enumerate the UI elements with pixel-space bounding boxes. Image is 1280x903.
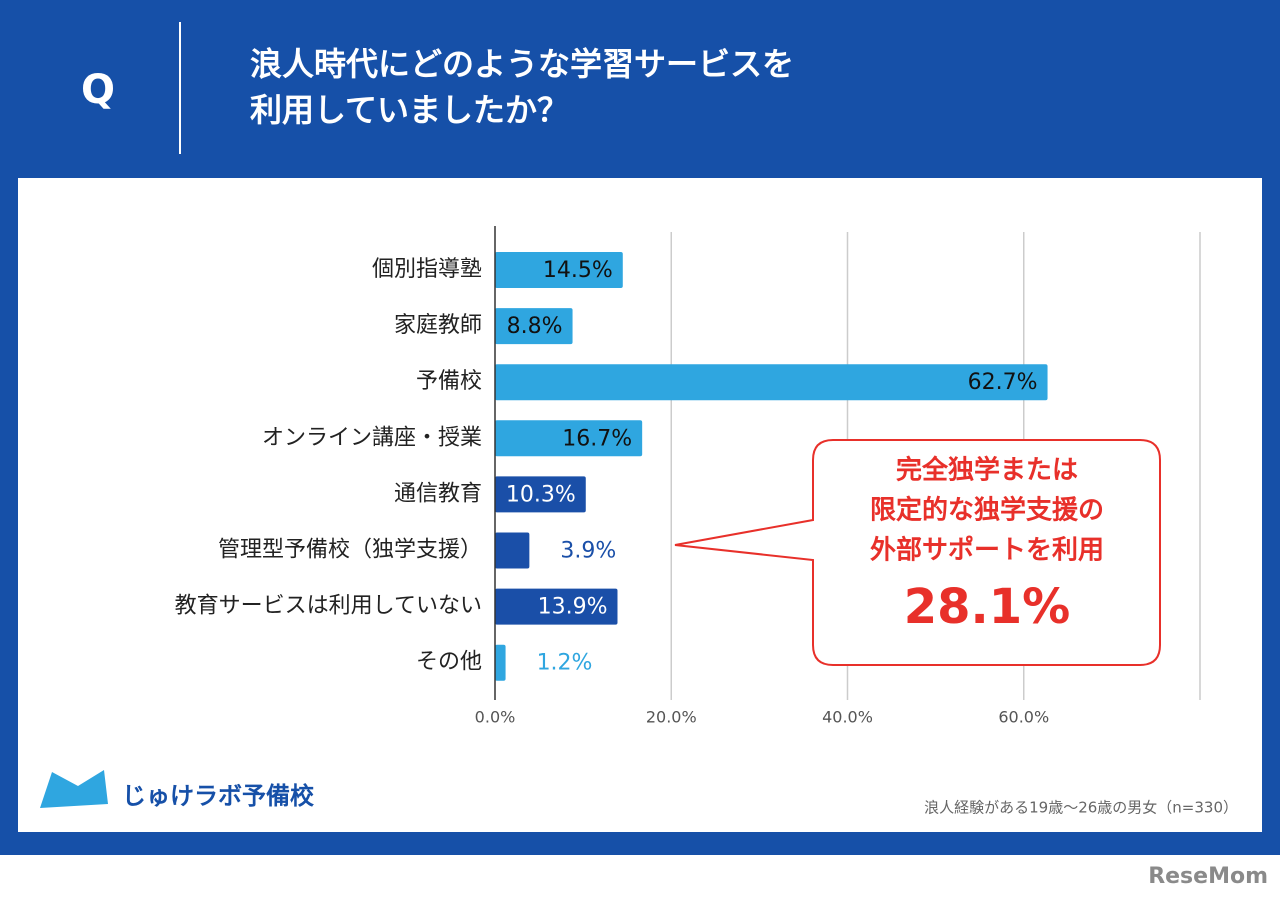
y-tick-label: その他 bbox=[416, 650, 482, 675]
callout-value: 28.1% bbox=[904, 579, 1071, 635]
y-tick-label: 管理型予備校（独学支援） bbox=[218, 538, 482, 563]
callout-text: 完全独学または bbox=[896, 455, 1078, 486]
footnote: 浪人経験がある19歳～26歳の男女（n=330） bbox=[924, 799, 1238, 817]
bar bbox=[495, 252, 623, 288]
q-mark: Q bbox=[81, 67, 115, 113]
bar bbox=[495, 644, 506, 681]
x-tick-label: 40.0% bbox=[822, 708, 873, 727]
bar bbox=[495, 476, 586, 513]
title: 利用していましたか？ bbox=[250, 91, 569, 129]
callout-text: 限定的な独学支援の bbox=[870, 495, 1104, 526]
bar bbox=[495, 364, 1048, 401]
title: 浪人時代にどのような学習サービスを bbox=[250, 45, 794, 83]
credit: ReseMom bbox=[1148, 864, 1268, 889]
logo-icon bbox=[40, 770, 108, 808]
bar bbox=[495, 588, 618, 625]
value-label: 62.7% bbox=[968, 370, 1038, 395]
y-tick-label: 教育サービスは利用していない bbox=[175, 594, 482, 619]
x-tick-label: 0.0% bbox=[475, 708, 516, 727]
logo: じゅけラボ予備校 bbox=[122, 782, 315, 810]
y-tick-label: 通信教育 bbox=[394, 481, 482, 506]
x-tick-label: 20.0% bbox=[646, 708, 697, 727]
value-label: 14.5% bbox=[543, 258, 613, 283]
value-label: 8.8% bbox=[507, 314, 563, 339]
y-tick-label: 個別指導塾 bbox=[372, 257, 482, 282]
x-tick-label: 60.0% bbox=[998, 708, 1049, 727]
bar bbox=[495, 532, 530, 569]
y-tick-label: オンライン講座・授業 bbox=[262, 425, 482, 450]
value-label: 16.7% bbox=[562, 426, 632, 451]
value-label: 10.3% bbox=[506, 482, 576, 507]
bar bbox=[495, 308, 573, 345]
value-label: 3.9% bbox=[560, 539, 616, 564]
callout-box bbox=[674, 439, 1161, 666]
bar bbox=[495, 420, 643, 457]
value-label: 1.2% bbox=[537, 651, 593, 676]
value-label: 13.9% bbox=[538, 595, 608, 620]
y-tick-label: 家庭教師 bbox=[394, 313, 482, 338]
y-tick-label: 予備校 bbox=[416, 369, 482, 394]
callout-text: 外部サポートを利用 bbox=[870, 535, 1104, 566]
